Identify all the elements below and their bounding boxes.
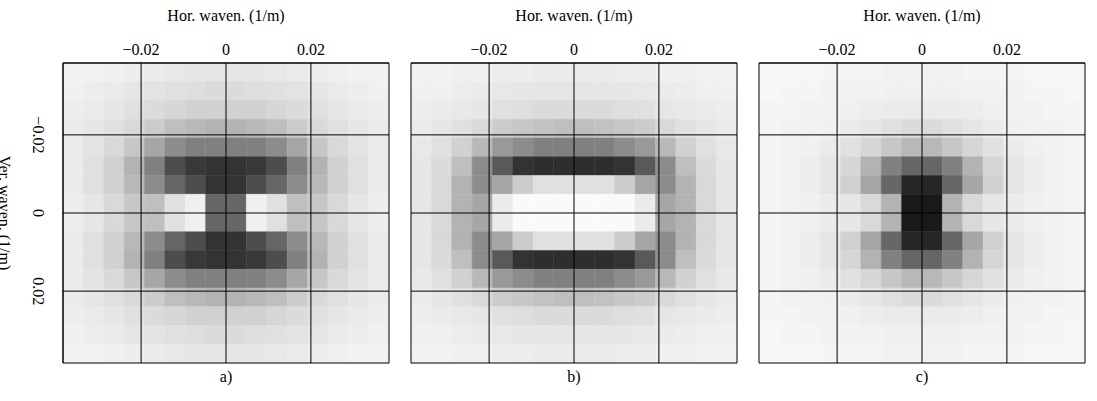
svg-text:−0.02: −0.02 [123,41,160,58]
html-text:a): a) [219,368,233,385]
html-text:b): b) [567,368,581,385]
svg-text:Hor. waven. (1/m): Hor. waven. (1/m) [863,7,980,25]
svg-text:0.02: 0.02 [993,41,1021,58]
svg-text:−0.02: −0.02 [30,116,47,153]
svg-text:0.02: 0.02 [645,41,673,58]
svg-text:0: 0 [918,41,926,58]
svg-text:Hor. waven. (1/m): Hor. waven. (1/m) [515,7,632,25]
svg-text:0.02: 0.02 [30,277,47,305]
svg-text:0: 0 [222,41,230,58]
svg-text:0.02: 0.02 [297,41,325,58]
svg-text:Ver. waven. (1/m): Ver. waven. (1/m) [0,156,13,271]
svg-text:−0.02: −0.02 [819,41,856,58]
svg-text:Hor. waven. (1/m): Hor. waven. (1/m) [167,7,284,25]
html-text:c): c) [915,368,929,385]
svg-text:0: 0 [30,209,47,217]
svg-text:−0.02: −0.02 [471,41,508,58]
svg-text:0: 0 [570,41,578,58]
